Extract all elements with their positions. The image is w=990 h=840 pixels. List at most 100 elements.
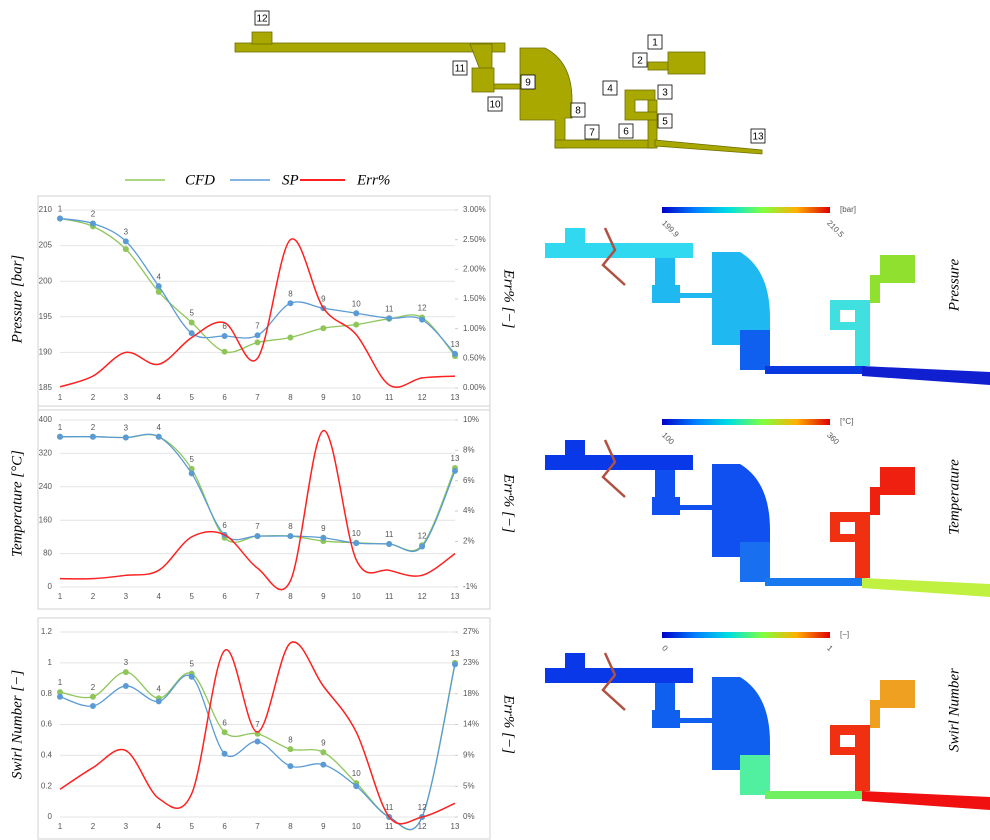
point-label: 13 — [451, 649, 460, 658]
point — [386, 315, 392, 321]
point-label: 12 — [418, 803, 427, 812]
point-label: 9 — [321, 294, 326, 303]
x-tick-label: 1 — [58, 393, 63, 402]
point — [452, 468, 458, 474]
y2-tick-label: 2.00% — [463, 264, 486, 273]
y-tick-label: 210 — [39, 205, 53, 214]
colorbar-unit: [bar] — [840, 205, 856, 214]
point-label: 7 — [255, 522, 260, 531]
panel-title: Swirl Number — [946, 668, 962, 752]
x-tick-label: 9 — [321, 393, 326, 402]
point-label: 4 — [157, 423, 162, 432]
x-tick-label: 7 — [255, 592, 260, 601]
point-label: 11 — [385, 530, 394, 539]
colorbar — [662, 419, 830, 425]
domain — [565, 228, 585, 243]
y2-axis-title: Err% [−] — [501, 694, 517, 754]
part-label: 13 — [752, 132, 764, 143]
y-tick-label: 160 — [39, 515, 53, 524]
domain — [652, 470, 680, 515]
domain — [870, 700, 880, 728]
point-label: 2 — [91, 210, 96, 219]
y-tick-label: 240 — [39, 482, 53, 491]
point-label: 3 — [124, 227, 129, 236]
point — [452, 661, 458, 667]
x-tick-label: 10 — [352, 393, 361, 402]
point — [287, 300, 293, 306]
panel-title: Temperature — [946, 459, 962, 535]
point-label: 8 — [288, 289, 293, 298]
point-label: 5 — [189, 455, 194, 464]
colorbar-min: 100 — [660, 431, 676, 447]
domain — [652, 258, 680, 303]
point — [222, 333, 228, 339]
point-label: 5 — [189, 660, 194, 669]
colorbar-max: 1 — [825, 644, 835, 654]
point-label: 1 — [58, 678, 63, 687]
domain — [880, 680, 915, 708]
point — [222, 349, 228, 355]
colorbar-unit: [−] — [840, 630, 849, 639]
y2-tick-label: 0.50% — [463, 353, 486, 362]
y2-tick-label: 18% — [463, 689, 479, 698]
domain — [545, 668, 693, 683]
domain — [740, 330, 770, 370]
x-tick-label: 2 — [91, 393, 96, 402]
x-tick-label: 2 — [91, 592, 96, 601]
y-tick-label: 1.2 — [41, 627, 53, 636]
y2-tick-label: 2% — [463, 537, 475, 546]
point — [287, 763, 293, 769]
part-label: 2 — [637, 56, 643, 67]
part-label: 9 — [525, 78, 531, 89]
point-label: 4 — [157, 684, 162, 693]
point — [320, 535, 326, 541]
point — [255, 339, 261, 345]
point-label: 7 — [255, 321, 260, 330]
x-tick-label: 4 — [157, 592, 162, 601]
domain — [680, 505, 715, 510]
part-label: 12 — [256, 14, 268, 25]
point-label: 12 — [418, 304, 427, 313]
x-tick-label: 4 — [157, 393, 162, 402]
point — [189, 674, 195, 680]
point — [156, 434, 162, 440]
x-tick-label: 12 — [418, 393, 427, 402]
y-tick-label: 400 — [39, 415, 53, 424]
domain — [880, 467, 915, 495]
point-label: 9 — [321, 738, 326, 747]
x-tick-label: 2 — [91, 822, 96, 831]
y-tick-label: 0.6 — [41, 720, 53, 729]
point — [255, 533, 261, 539]
domain — [565, 440, 585, 455]
y2-tick-label: 1.00% — [463, 324, 486, 333]
figure: CFD SP Err% 1234567891011121318519019520… — [0, 0, 990, 840]
point — [90, 694, 96, 700]
legend: CFD SP Err% — [125, 172, 390, 188]
x-tick-label: 3 — [124, 592, 129, 601]
point-label: 1 — [58, 423, 63, 432]
point — [386, 541, 392, 547]
point — [90, 703, 96, 709]
geometry — [235, 32, 762, 154]
domain — [765, 791, 865, 799]
point-label: 9 — [321, 524, 326, 533]
point-label: 12 — [418, 531, 427, 540]
domain — [870, 275, 880, 303]
point — [255, 738, 261, 744]
colorbar-max: 360 — [825, 431, 841, 447]
y-tick-label: 0 — [48, 812, 53, 821]
x-tick-label: 1 — [58, 592, 63, 601]
point — [419, 317, 425, 323]
x-tick-label: 10 — [352, 822, 361, 831]
x-tick-label: 5 — [189, 822, 194, 831]
y-axis-title: Swirl Number [−] — [9, 670, 25, 779]
point — [189, 319, 195, 325]
point-label: 1 — [58, 205, 63, 214]
point — [353, 310, 359, 316]
y2-tick-label: -1% — [463, 582, 477, 591]
y2-tick-label: 14% — [463, 720, 479, 729]
point-label: 7 — [255, 720, 260, 729]
point-label: 8 — [288, 522, 293, 531]
part-label: 1 — [652, 38, 658, 49]
